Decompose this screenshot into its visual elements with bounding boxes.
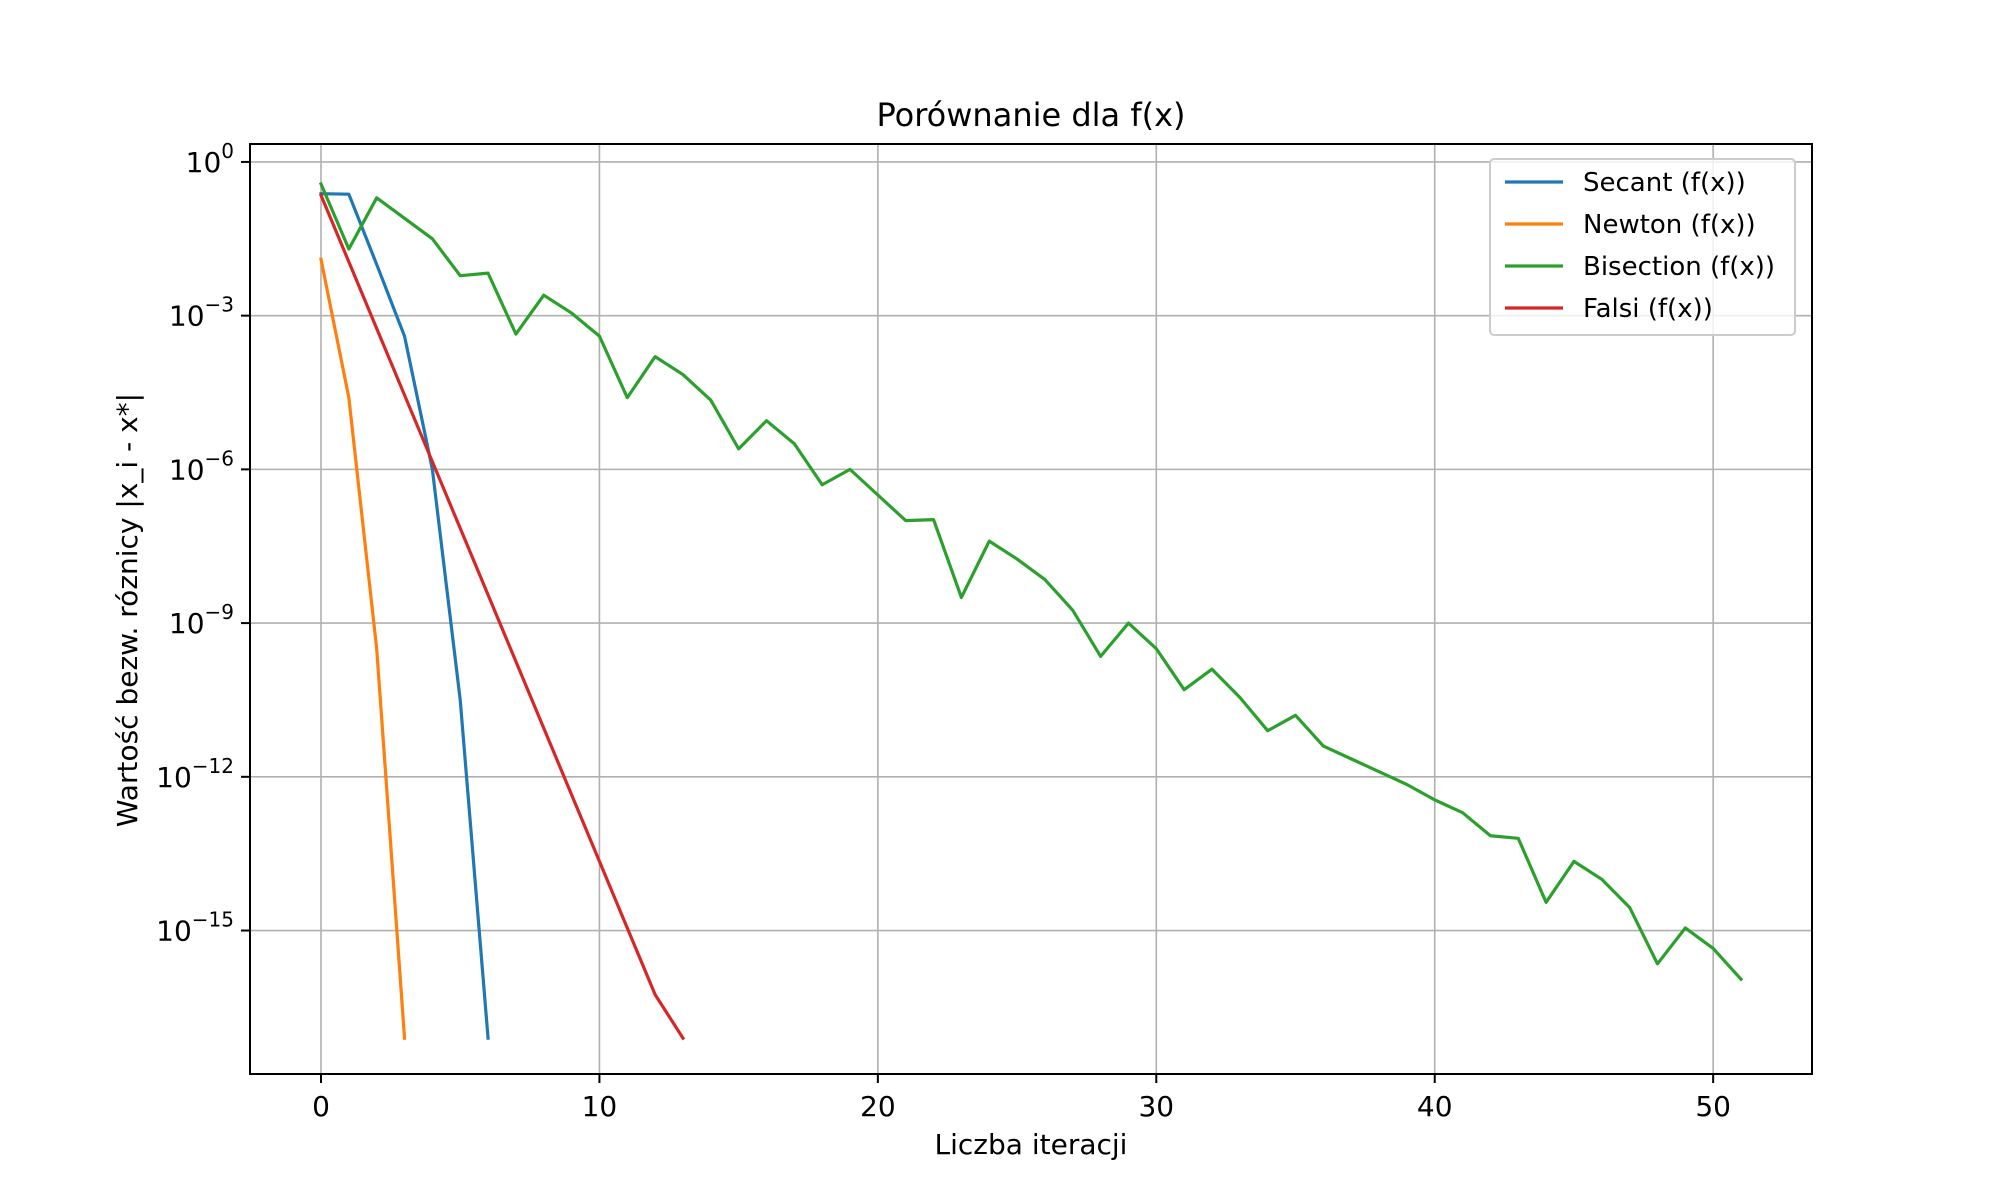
x-tick-label: 10: [582, 1090, 618, 1123]
legend-label-newton: Newton (f(x)): [1583, 210, 1756, 240]
y-tick-label: 100: [186, 139, 234, 179]
y-tick-label: 10−3: [169, 293, 234, 333]
legend-label-secant: Secant (f(x)): [1583, 168, 1746, 198]
y-axis-label: Wartość bezw. róznicy |x_i - x*|: [111, 393, 144, 827]
x-tick-label: 40: [1417, 1090, 1453, 1123]
y-tick-label: 10−15: [156, 908, 234, 948]
legend-label-bisection: Bisection (f(x)): [1583, 252, 1775, 282]
data-series: [318, 181, 1744, 1041]
legend-items: Secant (f(x)) Newton (f(x)) Bisection (f(x…: [1505, 168, 1775, 324]
axis-ticks: 0 10 20 30 40 50 100 10−3 10−6 10−9 10−12 10−15: [156, 139, 1731, 1123]
x-tick-label: 0: [312, 1090, 330, 1123]
chart-title: Porównanie dla f(x): [876, 96, 1185, 134]
x-tick-label: 50: [1695, 1090, 1731, 1123]
series-line-bisection: [318, 181, 1744, 982]
legend-label-falsi: Falsi (f(x)): [1583, 294, 1713, 324]
x-tick-label: 30: [1138, 1090, 1174, 1123]
series-line-secant: [319, 192, 490, 1040]
series-line-falsi: [318, 193, 686, 1041]
y-tick-label: 10−9: [169, 600, 234, 640]
x-axis-label: Liczba iteracji: [935, 1128, 1128, 1161]
legend-box: [1489, 158, 1796, 336]
series-line-newton: [319, 257, 407, 1040]
y-tick-label: 10−12: [156, 754, 234, 794]
x-tick-label: 20: [860, 1090, 896, 1123]
plot-area-frame: [249, 143, 1813, 1075]
legend: Secant (f(x)) Newton (f(x)) Bisection (f(x…: [1489, 158, 1796, 336]
y-tick-label: 10−6: [169, 446, 234, 486]
